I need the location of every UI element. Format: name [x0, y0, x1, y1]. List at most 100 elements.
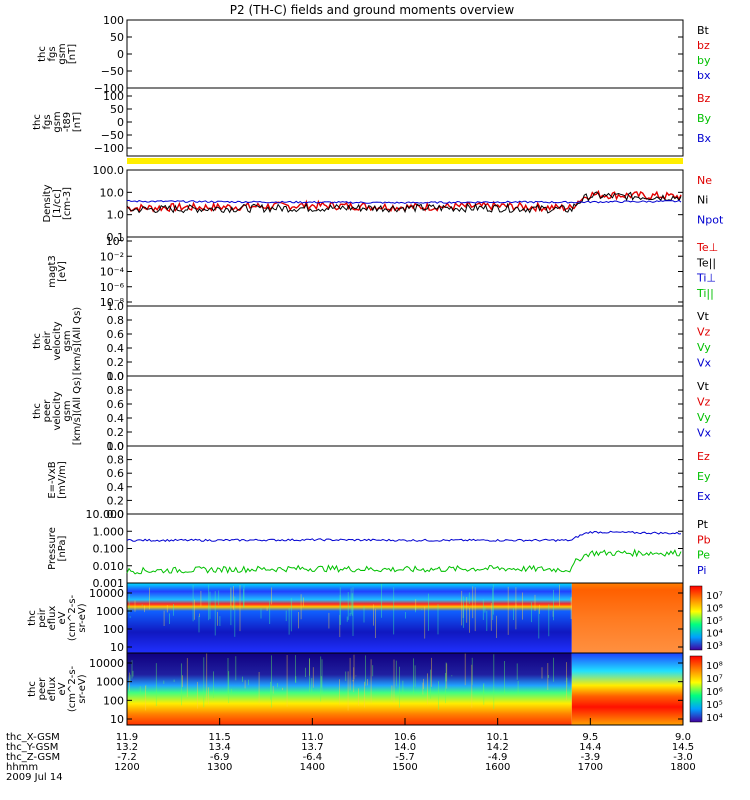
vi-frame — [126, 305, 684, 377]
peer_spec-spectrogram-before — [127, 653, 572, 725]
y-tick-label: 0.4 — [107, 342, 125, 355]
peir_spec-spectrogram-after — [571, 583, 683, 653]
y-tick-label: 0.6 — [107, 467, 125, 480]
y-tick-label: 100 — [103, 623, 124, 636]
peir_spec-spectrogram-before — [127, 583, 572, 653]
y-tick-label: 10000 — [89, 587, 124, 600]
y-tick-label: 0.0 — [107, 370, 125, 383]
colorbar-tick-label: 10⁶ — [706, 604, 723, 615]
time-axis-value: -4.9 — [488, 752, 508, 763]
y-tick-label: 10⁰ — [106, 235, 125, 248]
pressure-frame — [126, 513, 684, 584]
y-tick-label: 0.001 — [93, 577, 125, 590]
time-axis-value: -3.9 — [581, 752, 601, 763]
t89-frame — [126, 87, 684, 157]
colorbar-tick-label: 10⁷ — [706, 591, 723, 602]
y-tick-label: 100.0 — [93, 164, 125, 177]
time-axis-value: 14.5 — [672, 742, 694, 753]
y-tick-label: 1.0 — [107, 370, 125, 383]
legend-Bt: Bt — [697, 24, 710, 37]
legend-Pe: Pe — [697, 549, 710, 562]
peer_spec-ylabel: thcpeerefluxeV(cm^2-s-sr-eV) — [27, 665, 88, 712]
time-axis-value: 13.4 — [209, 742, 231, 753]
time-axis-value: -6.4 — [303, 752, 323, 763]
legend-Ni: Ni — [697, 194, 708, 207]
fgs-frame — [126, 19, 684, 89]
y-tick-label: 0 — [117, 116, 124, 129]
y-tick-label: 50 — [110, 103, 124, 116]
legend-Ex: Ex — [697, 490, 711, 503]
y-tick-label: −50 — [101, 129, 124, 142]
temp-ylabel: magt3[eV] — [47, 255, 68, 288]
y-tick-label: 0.6 — [107, 398, 125, 411]
time-axis-value: 11.0 — [301, 732, 323, 743]
series-Ni — [126, 191, 682, 214]
y-tick-label: 1.0 — [107, 440, 125, 453]
time-axis-value: 13.7 — [301, 742, 323, 753]
time-axis-value: 1800 — [670, 762, 695, 773]
legend-Vy: Vy — [697, 341, 711, 354]
y-tick-label: 1000 — [96, 676, 124, 689]
series-Pe — [126, 548, 682, 575]
date-label: 2009 Jul 14 — [6, 772, 63, 783]
y-tick-label: 1.000 — [93, 525, 125, 538]
y-tick-label: 0.2 — [107, 494, 125, 507]
time-axis-value: 14.2 — [487, 742, 509, 753]
legend-Vx: Vx — [697, 427, 712, 440]
peer_spec-spectrogram-after — [571, 653, 683, 725]
panel-pressure: 10.000 1.000 0.100 0.010 0.001 Pressure[nPa] P… — [47, 508, 711, 590]
y-tick-label: −100 — [94, 82, 124, 95]
panel-density: 100.0 10.0 1.0 0.1 Density[1/cc][cm-3] Ne Ni Np… — [42, 164, 724, 244]
y-tick-label: −100 — [94, 142, 124, 155]
y-tick-label: 0.1 — [107, 231, 125, 244]
efield-ylabel: E=-VxB[mV/m] — [47, 461, 68, 499]
legend-Bz: Bz — [697, 92, 711, 105]
legend-Ez: Ez — [697, 450, 710, 463]
y-tick-label: 10⁻⁶ — [100, 281, 125, 294]
y-tick-label: 0.100 — [93, 543, 125, 556]
y-tick-label: 50 — [110, 31, 124, 44]
time-axis-value: 9.0 — [675, 732, 691, 743]
colorbar-tick-label: 10⁶ — [706, 687, 723, 698]
colorbar-tick-label: 10⁷ — [706, 674, 723, 685]
legend-Vz: Vz — [697, 396, 711, 409]
separator-bar — [127, 158, 683, 164]
y-tick-label: 10 — [110, 713, 124, 726]
y-tick-label: 0.6 — [107, 328, 125, 341]
legend-Pb: Pb — [697, 533, 711, 546]
legend-Npot: Npot — [697, 213, 724, 226]
peir_spec-ylabel: thcpeirefluxeV(cm^2-s-sr-eV) — [27, 594, 88, 641]
time-axis-row-label: thc_Z-GSM — [6, 752, 60, 763]
legend-by: by — [697, 54, 711, 67]
legend-Vt: Vt — [697, 310, 710, 323]
legend-By: By — [697, 112, 712, 125]
time-axis-value: 1700 — [578, 762, 603, 773]
y-tick-label: 0.8 — [107, 384, 125, 397]
time-axis-value: 11.9 — [116, 732, 138, 743]
y-tick-label: 1.0 — [107, 300, 125, 313]
y-tick-label: 100 — [103, 694, 124, 707]
y-tick-label: 0.4 — [107, 481, 125, 494]
panel-vi: 1.00.80.60.40.20.0thcpeirvelocitygsm[km/… — [32, 300, 712, 383]
time-axis-value: 1500 — [392, 762, 417, 773]
time-axis-value: -6.9 — [210, 752, 230, 763]
efield-frame — [126, 445, 684, 515]
legend-Vt: Vt — [697, 380, 710, 393]
legend-Vy: Vy — [697, 411, 711, 424]
panel-ve: 1.00.80.60.40.20.0thcpeervelocitygsm[km/… — [32, 370, 712, 453]
colorbar-tick-label: 10⁵ — [706, 700, 723, 711]
y-tick-label: 0.2 — [107, 426, 125, 439]
peir_spec-colorbar — [689, 585, 703, 651]
y-tick-label: 10⁻⁸ — [100, 296, 125, 309]
time-axis-row-label: hhmm — [6, 762, 38, 773]
ve-frame — [126, 375, 684, 447]
panel-fgs: 100 50 0 −50 −100 thcfgsgsm[nT] Bt bz by bx — [37, 14, 711, 95]
y-tick-label: 0.0 — [107, 508, 125, 521]
time-axis-value: 13.2 — [116, 742, 138, 753]
ve-ylabel: thcpeervelocitygsm[km/s](All Qs) — [32, 377, 83, 445]
legend-bz: bz — [697, 39, 710, 52]
vi-ylabel: thcpeirvelocitygsm[km/s](All Qs) — [32, 307, 83, 375]
